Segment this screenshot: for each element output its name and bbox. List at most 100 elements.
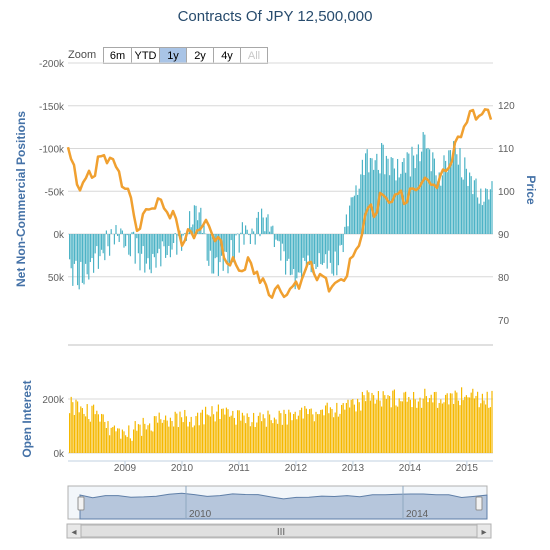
position-bar	[313, 234, 315, 264]
open-interest-bar	[161, 422, 163, 453]
position-bar	[465, 168, 467, 234]
position-bar	[75, 234, 77, 261]
open-interest-bar	[123, 431, 125, 453]
open-interest-bar	[152, 431, 154, 453]
y-tick-label-price: 90	[498, 230, 510, 241]
open-interest-bar	[166, 420, 168, 453]
open-interest-bar	[422, 398, 424, 453]
open-interest-bar	[214, 421, 216, 453]
position-bar	[328, 234, 330, 251]
position-bar	[395, 180, 397, 234]
open-interest-bar	[350, 399, 352, 453]
open-interest-bar	[489, 407, 491, 453]
open-interest-bar	[382, 391, 384, 453]
open-interest-bar	[369, 400, 371, 453]
chart-title: Contracts Of JPY 12,500,000	[177, 8, 373, 25]
open-interest-bar	[381, 406, 383, 453]
open-interest-bar	[392, 390, 394, 453]
position-bar	[277, 234, 279, 241]
open-interest-bar	[176, 413, 178, 453]
position-bar	[203, 221, 205, 234]
open-interest-bar	[83, 413, 85, 453]
open-interest-bar	[411, 407, 413, 453]
position-bar	[192, 224, 194, 234]
open-interest-bar	[456, 392, 458, 453]
open-interest-bar	[390, 407, 392, 453]
position-bar	[155, 234, 157, 268]
position-bar	[459, 148, 461, 234]
open-interest-bar	[99, 421, 101, 453]
open-interest-bar	[165, 415, 167, 453]
open-interest-bar	[387, 395, 389, 453]
open-interest-bar	[480, 403, 482, 453]
open-interest-bar	[184, 409, 186, 453]
open-interest-bar	[171, 421, 173, 453]
position-bar	[480, 188, 482, 234]
position-bar	[94, 234, 96, 254]
open-interest-bar	[301, 407, 303, 453]
scrollbar-right-button[interactable]	[476, 523, 492, 539]
open-interest-bar	[353, 404, 355, 453]
open-interest-bar	[385, 398, 387, 453]
scrollbar-grip[interactable]: III	[277, 527, 285, 538]
open-interest-bar	[379, 400, 381, 453]
position-bar	[374, 160, 376, 234]
open-interest-bar	[312, 414, 314, 453]
open-interest-bar	[449, 393, 451, 453]
open-interest-bar	[347, 399, 349, 453]
open-interest-bar	[238, 410, 240, 453]
open-interest-bar	[200, 412, 202, 453]
position-bar	[446, 172, 448, 234]
position-bar	[209, 234, 211, 251]
scrollbar-left-button[interactable]	[66, 523, 82, 539]
open-interest-bar	[126, 436, 128, 453]
position-bar	[251, 228, 253, 234]
open-interest-bar	[313, 421, 315, 453]
open-interest-bar	[352, 398, 354, 453]
open-interest-bar	[97, 414, 99, 453]
position-bar	[275, 234, 277, 240]
open-interest-bar	[190, 416, 192, 453]
open-interest-bar	[477, 391, 479, 453]
open-interest-bar	[96, 410, 98, 453]
zoom-button-all[interactable]: All	[240, 47, 268, 64]
open-interest-bar	[307, 414, 309, 453]
x-tick-label: 2014	[399, 463, 422, 474]
open-interest-bar	[129, 438, 131, 453]
open-interest-bar	[445, 394, 447, 453]
position-bar	[342, 234, 344, 253]
open-interest-bar	[325, 405, 327, 453]
open-interest-bar	[401, 401, 403, 453]
scrollbar-right-arrow[interactable]: ▸	[481, 527, 486, 538]
position-bar	[419, 161, 421, 234]
position-bar	[176, 234, 178, 255]
position-bar	[280, 234, 282, 261]
position-bar	[491, 181, 493, 234]
position-bar	[238, 234, 240, 253]
open-interest-bar	[457, 400, 459, 453]
position-bar	[291, 234, 293, 275]
open-interest-bar	[120, 438, 122, 453]
open-interest-bar	[269, 414, 271, 453]
navigator-left-handle[interactable]	[77, 496, 85, 511]
open-interest-bar	[315, 411, 317, 453]
open-interest-bar	[403, 392, 405, 453]
open-interest-bar	[377, 391, 379, 453]
open-interest-bar	[448, 404, 450, 453]
navigator-right-handle[interactable]	[475, 496, 483, 511]
position-bar	[307, 234, 309, 256]
position-bar	[70, 234, 72, 269]
position-bar	[85, 234, 87, 264]
position-bar	[323, 234, 325, 263]
scrollbar-left-arrow[interactable]: ◂	[71, 527, 76, 538]
position-bar	[259, 234, 261, 237]
position-bar	[421, 151, 423, 234]
open-interest-bar	[222, 408, 224, 453]
open-interest-bar	[355, 411, 357, 453]
y-tick-label-open-interest: 0k	[53, 449, 65, 460]
open-interest-bar	[323, 415, 325, 453]
position-bar	[317, 234, 319, 267]
open-interest-bar	[483, 400, 485, 453]
position-bar	[400, 173, 402, 234]
position-bar	[433, 158, 435, 234]
